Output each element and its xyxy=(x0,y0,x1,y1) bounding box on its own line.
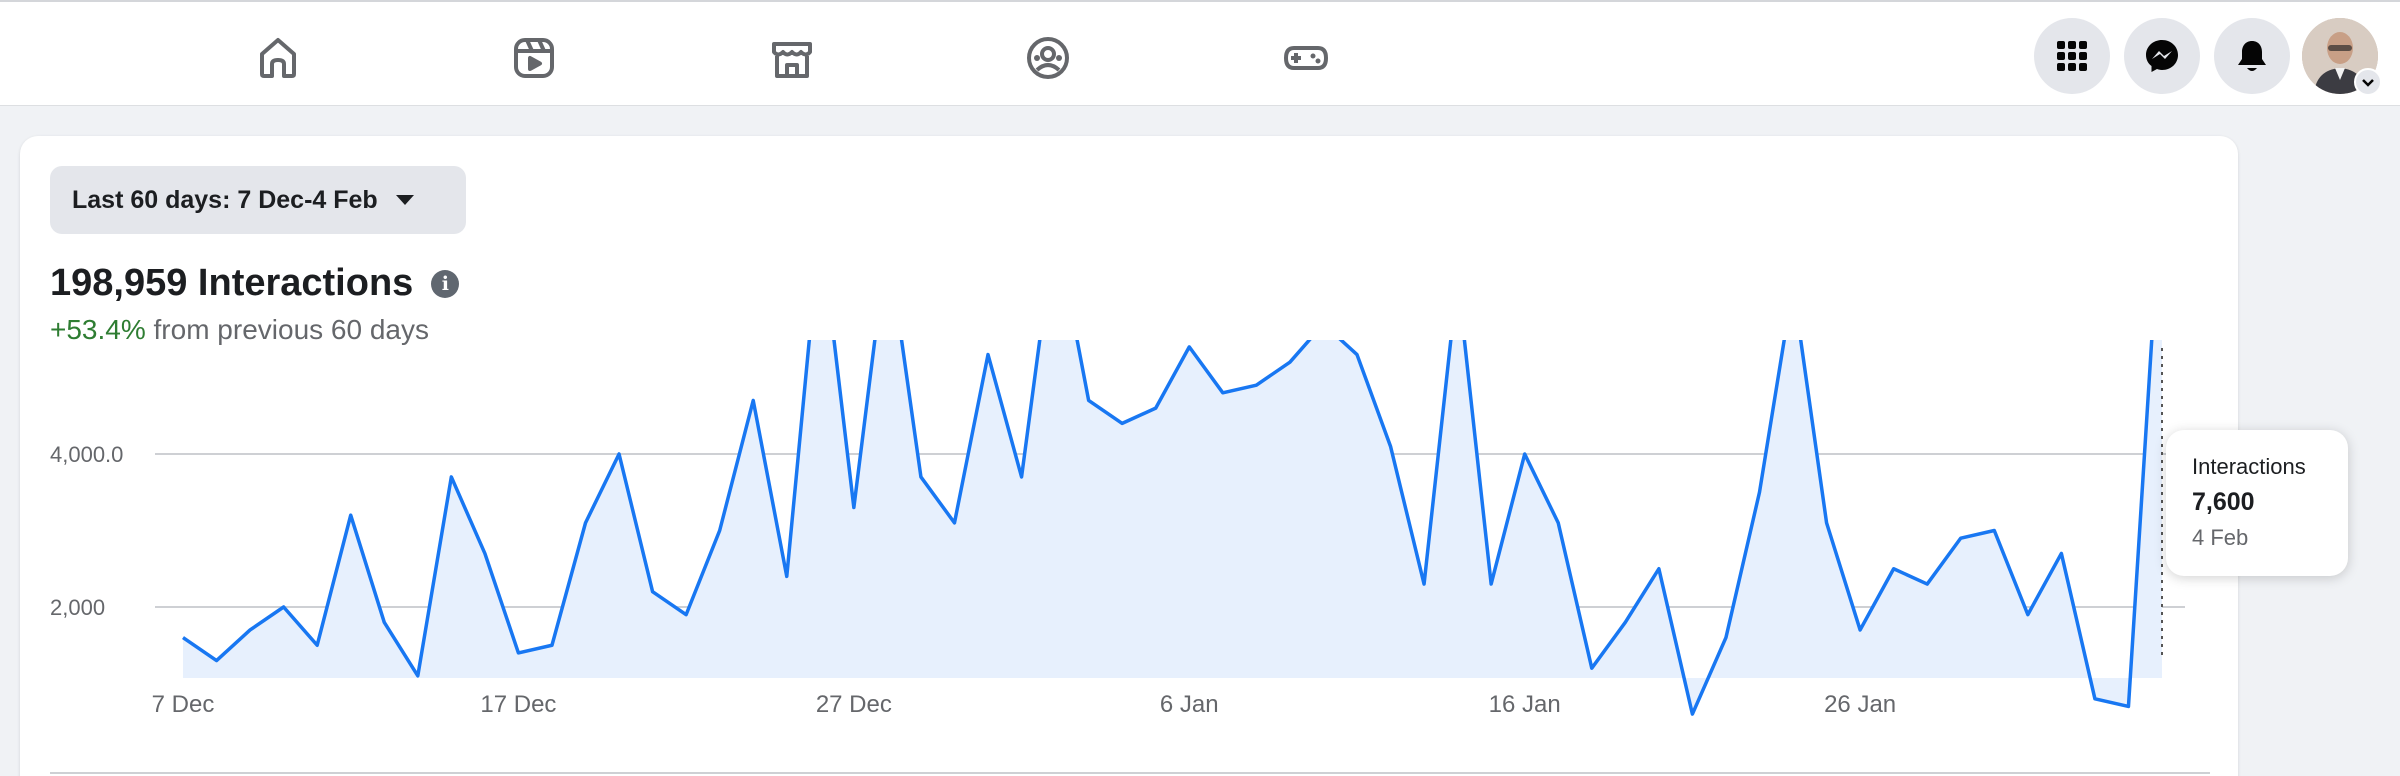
x-tick-label: 16 Jan xyxy=(1489,691,1561,718)
top-navigation-bar xyxy=(0,0,2400,106)
card-divider xyxy=(50,772,2210,774)
interactions-delta: +53.4% from previous 60 days xyxy=(50,314,429,346)
home-icon[interactable] xyxy=(246,26,310,90)
gaming-icon[interactable] xyxy=(1274,26,1338,90)
y-tick-label: 4,000.0 xyxy=(50,442,123,467)
delta-suffix: from previous 60 days xyxy=(145,314,429,345)
x-tick-label: 26 Jan xyxy=(1824,691,1896,718)
y-tick-label: 2,000 xyxy=(50,595,105,620)
account-menu-chevron-icon[interactable] xyxy=(2354,68,2382,96)
x-tick-label: 6 Jan xyxy=(1160,691,1219,718)
caret-down-icon xyxy=(395,195,414,205)
marketplace-icon[interactable] xyxy=(760,26,824,90)
messenger-icon[interactable] xyxy=(2124,18,2200,94)
x-tick-label: 17 Dec xyxy=(480,691,556,718)
tooltip-date: 4 Feb xyxy=(2192,525,2249,550)
video-icon[interactable] xyxy=(502,26,566,90)
interactions-title: 198,959 Interactions xyxy=(50,262,414,304)
area-fill xyxy=(183,340,2162,715)
groups-icon[interactable] xyxy=(1016,26,1080,90)
menu-grid-icon[interactable] xyxy=(2034,18,2110,94)
delta-percent: +53.4% xyxy=(50,314,146,345)
series-line xyxy=(182,340,2154,716)
chart-tooltip: Interactions 7,600 4 Feb xyxy=(2166,430,2348,576)
info-icon[interactable]: i xyxy=(431,269,460,298)
tooltip-value: 7,600 xyxy=(2192,488,2255,516)
x-tick-label: 7 Dec xyxy=(152,691,215,718)
interactions-total: 198,959 Interactions i xyxy=(50,262,460,305)
date-range-label: Last 60 days: 7 Dec-4 Feb xyxy=(72,185,378,214)
date-range-dropdown[interactable]: Last 60 days: 7 Dec-4 Feb xyxy=(50,166,466,234)
x-tick-label: 27 Dec xyxy=(816,691,892,718)
notifications-icon[interactable] xyxy=(2214,18,2290,94)
tooltip-label: Interactions xyxy=(2192,454,2306,479)
